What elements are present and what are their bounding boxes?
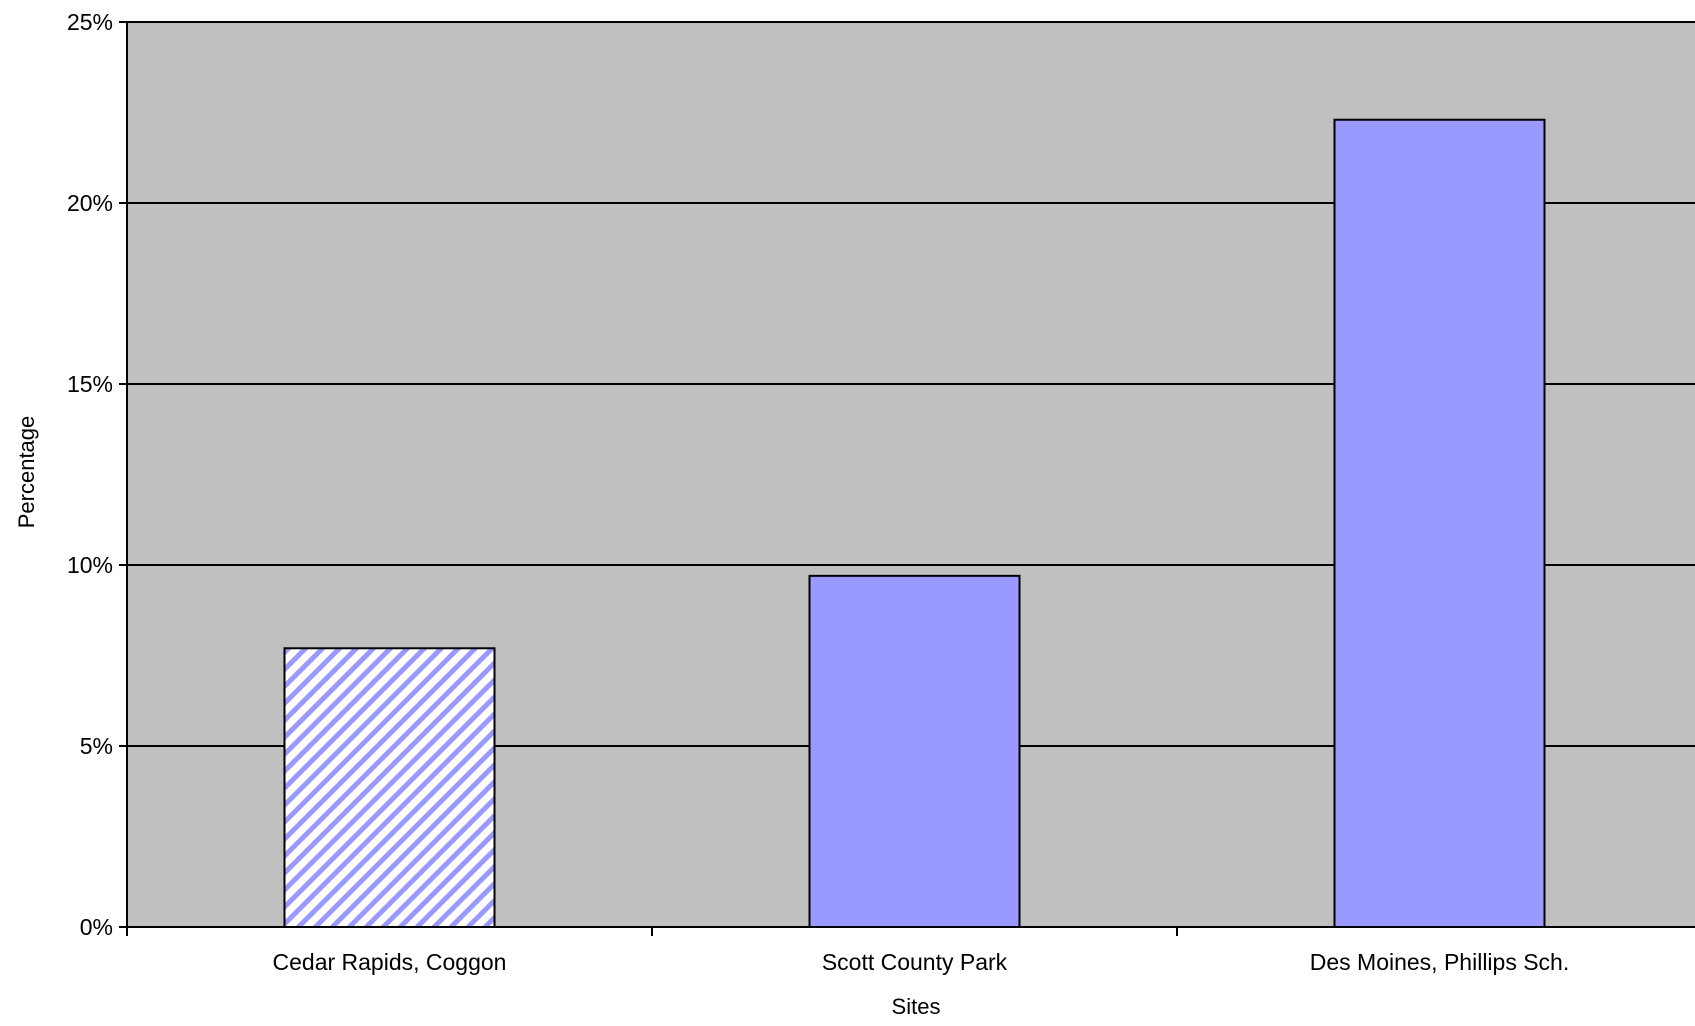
bar xyxy=(1333,118,1546,929)
x-tick-label: Des Moines, Phillips Sch. xyxy=(1310,949,1570,975)
y-tick-label: 20% xyxy=(67,190,113,216)
y-tick-label: 10% xyxy=(67,552,113,578)
bar xyxy=(808,574,1021,928)
x-axis-label: Sites xyxy=(892,994,941,1019)
bar xyxy=(283,647,496,928)
y-tick-label: 25% xyxy=(67,9,113,35)
x-tick-label: Scott County Park xyxy=(822,949,1008,975)
y-axis-label: Percentage xyxy=(14,416,39,529)
y-tick-label: 0% xyxy=(80,914,113,940)
x-tick-label: Cedar Rapids, Coggon xyxy=(273,949,507,975)
axes-group: 0% 5% 10% 15% 20% 25% Cedar Rapids, Coggon Scot… xyxy=(67,9,1695,975)
y-tick-label: 15% xyxy=(67,371,113,397)
bars-group xyxy=(283,118,1546,929)
y-tick-label: 5% xyxy=(80,733,113,759)
